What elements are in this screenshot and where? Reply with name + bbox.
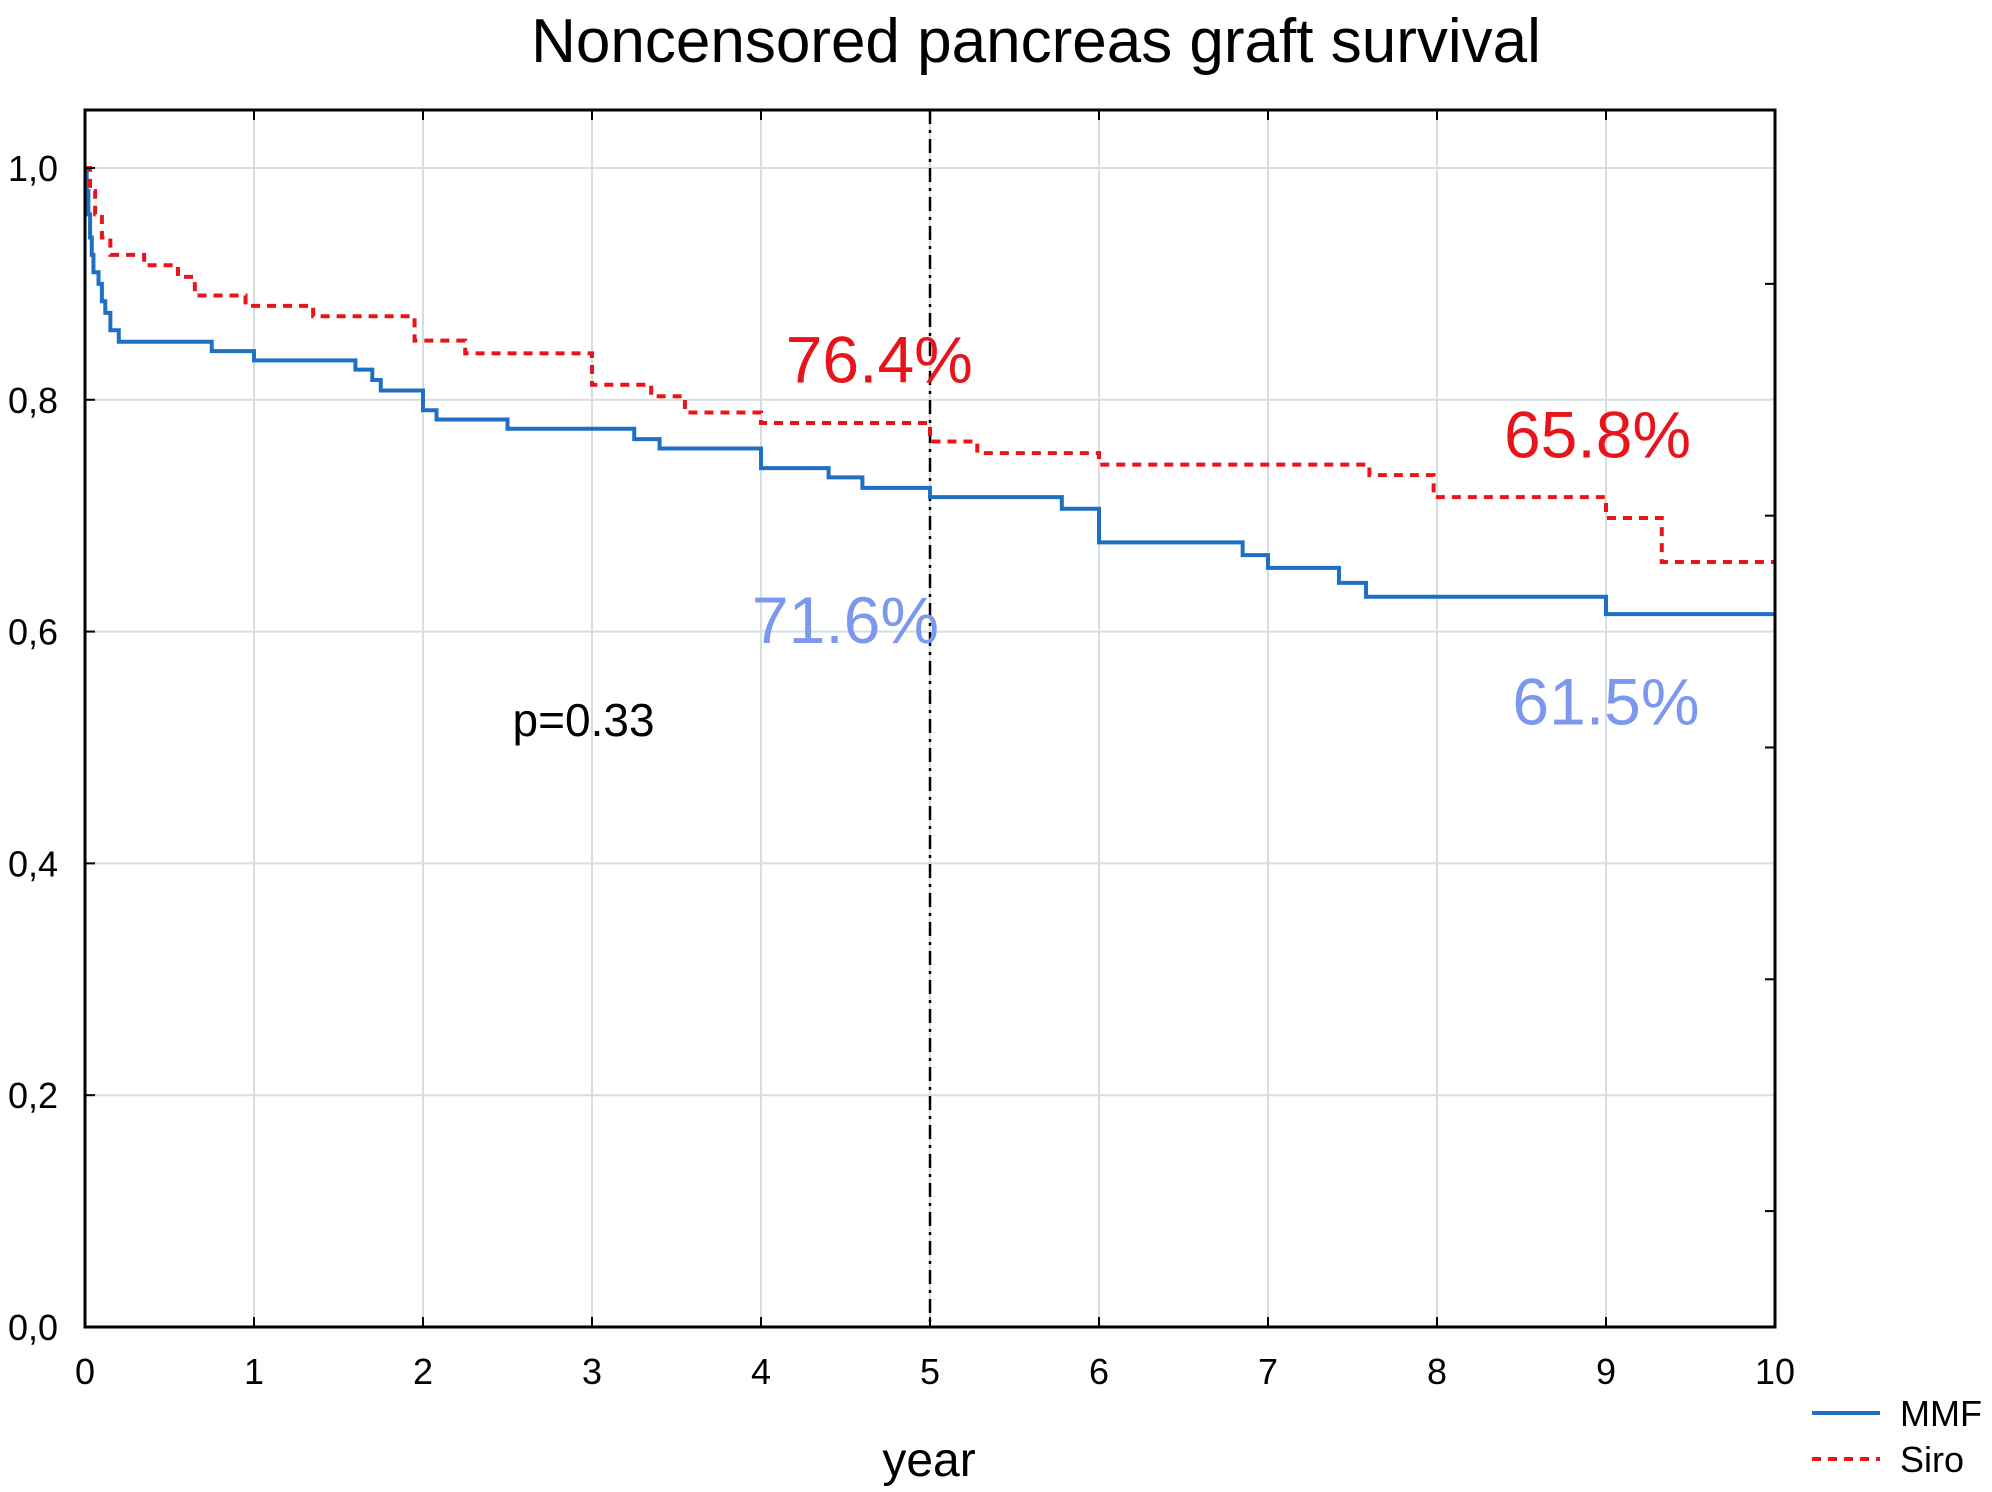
y-tick-label: 0,4	[8, 843, 58, 884]
annotation-label: 65.8%	[1504, 398, 1691, 472]
y-tick-label: 0,0	[8, 1307, 58, 1348]
x-tick-label: 5	[920, 1351, 940, 1392]
annotation-label: 61.5%	[1512, 664, 1699, 738]
chart-title: Noncensored pancreas graft survival	[531, 7, 1541, 76]
series-layer	[84, 165, 1775, 617]
y-tick-label: 0,6	[8, 612, 58, 653]
x-tick-label: 4	[751, 1351, 771, 1392]
x-tick-label: 1	[244, 1351, 264, 1392]
x-tick-label: 6	[1089, 1351, 1109, 1392]
series-line-siro	[85, 165, 1775, 565]
legend-label-siro: Siro	[1900, 1439, 1964, 1480]
x-tick-label: 3	[582, 1351, 602, 1392]
x-tick-label: 7	[1258, 1351, 1278, 1392]
grid-lines	[85, 110, 1775, 1327]
series-line-mmf	[84, 165, 1775, 617]
x-tick-label: 8	[1427, 1351, 1447, 1392]
x-tick-label: 9	[1596, 1351, 1616, 1392]
axis-ticks: 0 1 2 3 4 5 6 7 8 9 10 0,0 0,2 0,4 0,6 0,8 1,0	[8, 110, 1795, 1392]
legend: MMF Siro	[1812, 1393, 1982, 1480]
x-axis-label: year	[882, 1434, 975, 1487]
annotation-label: p=0.33	[513, 694, 655, 746]
x-tick-label: 2	[413, 1351, 433, 1392]
y-tick-label: 1,0	[8, 148, 58, 189]
annotation-label: 71.6%	[752, 583, 939, 657]
y-tick-label: 0,2	[8, 1075, 58, 1116]
y-tick-label: 0,8	[8, 380, 58, 421]
x-tick-label: 10	[1755, 1351, 1795, 1392]
legend-label-mmf: MMF	[1900, 1393, 1982, 1434]
x-tick-label: 0	[75, 1351, 95, 1392]
annotation-label: 76.4%	[786, 322, 973, 396]
annotations: 76.4% 65.8% 71.6% 61.5% p=0.33	[513, 322, 1700, 746]
